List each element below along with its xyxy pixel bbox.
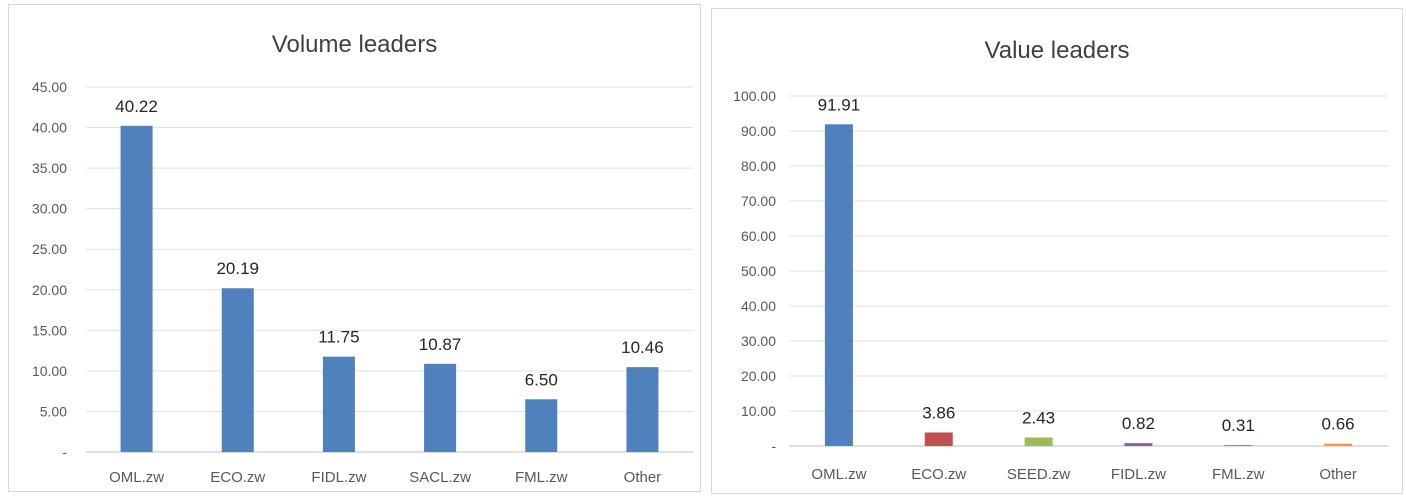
volume-leaders-plot: - 5.00 10.00 15.00 20.00 25.00 30.00 35.00 40.00…	[32, 79, 693, 486]
category-label: FML.zw	[515, 469, 568, 486]
chart-title: Volume leaders	[271, 31, 438, 58]
category-label: Other	[624, 469, 662, 486]
data-label: 11.75	[318, 328, 359, 347]
y-tick-label: 60.00	[741, 228, 776, 244]
value-leaders-chart: Value leaders - 10.00 20.00 30.00 40.00 50.00…	[711, 8, 1403, 494]
bar	[1324, 443, 1353, 446]
bar	[221, 288, 254, 452]
y-tick-label: 10.00	[741, 403, 776, 419]
bar	[626, 367, 659, 452]
y-tick-label: 30.00	[741, 333, 776, 349]
bar	[824, 124, 853, 446]
data-label: 91.91	[818, 95, 861, 114]
y-tick-label: 45.00	[32, 79, 67, 95]
bar	[1124, 443, 1153, 446]
data-label: 0.31	[1222, 416, 1255, 435]
bar	[525, 399, 558, 452]
volume-leaders-chart: Volume leaders - 5.00 10.00 15.00 20.00 25.00…	[8, 4, 701, 492]
y-tick-label: 90.00	[741, 123, 776, 139]
y-tick-label: 80.00	[741, 158, 776, 174]
bar	[424, 363, 457, 452]
category-label: FIDL.zw	[1111, 466, 1166, 483]
y-tick-label: -	[62, 444, 67, 460]
data-label: 10.87	[419, 335, 462, 354]
y-tick-label: 40.00	[32, 120, 67, 136]
data-label: 10.46	[621, 338, 664, 357]
y-tick-label: 25.00	[32, 241, 67, 257]
data-label: 0.66	[1322, 415, 1355, 434]
y-tick-label: 70.00	[741, 193, 776, 209]
y-tick-label: 35.00	[32, 160, 67, 176]
bar	[322, 356, 355, 452]
y-tick-label: 20.00	[741, 368, 776, 384]
y-tick-label: 40.00	[741, 298, 776, 314]
category-label: OML.zw	[811, 466, 866, 483]
bar	[924, 432, 953, 446]
category-label: Other	[1319, 466, 1357, 483]
category-label: FML.zw	[1212, 466, 1265, 483]
bar	[1224, 444, 1253, 446]
y-tick-label: 50.00	[741, 263, 776, 279]
y-tick-label: 30.00	[32, 201, 67, 217]
y-tick-label: 10.00	[32, 363, 67, 379]
y-tick-label: -	[771, 438, 776, 454]
value-leaders-plot: - 10.00 20.00 30.00 40.00 50.00 60.00 70.00 80.0…	[733, 88, 1388, 483]
y-tick-label: 15.00	[32, 322, 67, 338]
category-label: ECO.zw	[210, 469, 265, 486]
bar	[1024, 437, 1053, 446]
bar	[120, 125, 153, 452]
category-label: SEED.zw	[1007, 466, 1071, 483]
y-tick-label: 100.00	[733, 88, 776, 104]
data-label: 0.82	[1122, 414, 1155, 433]
chart-title: Value leaders	[984, 37, 1130, 64]
data-label: 40.22	[115, 97, 158, 116]
y-tick-label: 20.00	[32, 282, 67, 298]
category-label: FIDL.zw	[311, 469, 366, 486]
category-label: ECO.zw	[911, 466, 966, 483]
data-label: 3.86	[922, 403, 955, 422]
category-label: OML.zw	[109, 469, 164, 486]
data-label: 6.50	[525, 370, 558, 389]
data-label: 2.43	[1022, 408, 1055, 427]
y-tick-label: 5.00	[40, 403, 67, 419]
category-label: SACL.zw	[409, 469, 471, 486]
data-label: 20.19	[216, 259, 259, 278]
